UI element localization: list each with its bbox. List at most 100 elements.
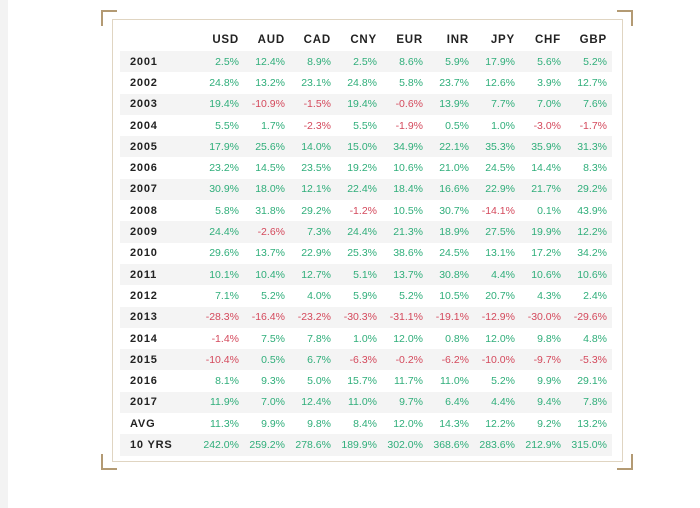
row-label: 2013 — [120, 306, 198, 328]
table-row: 2001 2.5% 12.4% 8.9% 2.5% 8.6% 5.9% 17.9% 5.6% 5.… — [120, 51, 612, 73]
value-cell-usd: 24.8% — [209, 76, 239, 89]
table-row: AVG 11.3% 9.9% 9.8% 8.4% 12.0% 14.3% 12.2% 9.2% 1… — [120, 413, 612, 434]
value-cell-gbp: 29.2% — [566, 178, 612, 201]
value-cell-eur: -31.1% — [382, 306, 428, 328]
value-cell-cad: 23.5% — [301, 162, 331, 175]
row-label: 2006 — [130, 162, 158, 175]
value-cell-cny: -30.3% — [336, 306, 382, 328]
col-header-cny: CNY — [350, 33, 377, 46]
value-cell-cad: -2.3% — [303, 119, 331, 132]
value-cell-cad: 9.8% — [307, 417, 331, 430]
value-cell-cny: -1.2% — [349, 204, 377, 217]
value-cell-aud: 31.8% — [255, 204, 285, 217]
value-cell-usd: 29.6% — [209, 247, 239, 260]
value-cell-inr: 368.6% — [428, 434, 474, 456]
value-cell-inr: 10.5% — [439, 289, 469, 302]
value-cell-inr: 14.3% — [439, 417, 469, 430]
value-cell-jpy: 7.7% — [474, 93, 520, 115]
value-cell-chf: 35.9% — [520, 136, 566, 158]
value-cell-gbp: 315.0% — [566, 434, 612, 456]
table-frame-border — [112, 19, 623, 462]
value-cell-chf: 9.4% — [520, 391, 566, 414]
value-cell-cad: 7.3% — [290, 221, 336, 243]
value-cell-usd: 5.5% — [215, 119, 239, 132]
value-cell-inr: 21.0% — [439, 162, 469, 175]
value-cell-eur: 18.4% — [382, 178, 428, 201]
value-cell-cny: -6.3% — [336, 349, 382, 371]
value-cell-inr: 16.6% — [428, 178, 474, 201]
value-cell-usd: 5.8% — [215, 204, 239, 217]
value-cell-usd: -1.4% — [211, 332, 239, 345]
value-cell-chf: 5.6% — [520, 51, 566, 73]
value-cell-jpy: -10.0% — [474, 349, 520, 371]
value-cell-chf: 10.6% — [520, 263, 566, 286]
value-cell-gbp: -5.3% — [566, 349, 612, 371]
value-cell-inr: 24.5% — [439, 247, 469, 260]
value-cell-usd: 19.4% — [198, 93, 244, 115]
table-row: 10 YRS 242.0% 259.2% 278.6% 189.9% 302.0% 368.… — [120, 434, 612, 456]
value-cell-eur: 38.6% — [393, 247, 423, 260]
value-cell-cny: 11.0% — [336, 391, 382, 414]
value-cell-eur: 9.7% — [382, 391, 428, 414]
value-cell-aud: 10.4% — [244, 263, 290, 286]
value-cell-usd: 11.9% — [198, 391, 244, 414]
value-cell-aud: 13.7% — [255, 247, 285, 260]
value-cell-eur: 8.6% — [382, 51, 428, 73]
value-cell-inr: 0.5% — [445, 119, 469, 132]
row-label: 10 YRS — [120, 434, 198, 456]
page-left-edge — [0, 0, 8, 508]
table-row: 2015 -10.4% 0.5% 6.7% -6.3% -0.2% -6.2% -10.0% -… — [120, 349, 612, 371]
value-cell-jpy: 5.2% — [491, 375, 515, 388]
value-cell-chf: 9.9% — [537, 375, 561, 388]
value-cell-aud: 25.6% — [244, 136, 290, 158]
value-cell-chf: 9.8% — [537, 332, 561, 345]
value-cell-gbp: 5.2% — [566, 51, 612, 73]
value-cell-usd: 8.1% — [215, 375, 239, 388]
value-cell-eur: 10.6% — [393, 162, 423, 175]
table-row: 2010 29.6% 13.7% 22.9% 25.3% 38.6% 24.5% 13.1% 1… — [120, 243, 612, 264]
value-cell-cad: 12.1% — [290, 178, 336, 201]
row-label: 2008 — [130, 204, 158, 217]
value-cell-inr: -6.2% — [428, 349, 474, 371]
value-cell-inr: -19.1% — [428, 306, 474, 328]
value-cell-cad: -1.5% — [290, 93, 336, 115]
value-cell-inr: 11.0% — [440, 375, 469, 388]
value-cell-jpy: 1.0% — [491, 119, 515, 132]
value-cell-chf: -30.0% — [520, 306, 566, 328]
row-label: 2016 — [130, 375, 158, 388]
value-cell-aud: 12.4% — [244, 51, 290, 73]
value-cell-chf: 19.9% — [520, 221, 566, 243]
currency-returns-table: USD AUD CAD CNY EUR INR JPY CHF GBP 2001… — [120, 28, 612, 456]
value-cell-cad: 29.2% — [301, 204, 331, 217]
value-cell-aud: 1.7% — [261, 119, 285, 132]
row-label: 2015 — [120, 349, 198, 371]
table-row: 2004 5.5% 1.7% -2.3% 5.5% -1.9% 0.5% 1.0% -3.0% -… — [120, 115, 612, 136]
row-label: 2010 — [130, 247, 158, 260]
value-cell-gbp: 8.3% — [583, 162, 607, 175]
value-cell-inr: 6.4% — [428, 391, 474, 414]
table-row: 2012 7.1% 5.2% 4.0% 5.9% 5.2% 10.5% 20.7% 4.3% 2.… — [120, 285, 612, 306]
value-cell-chf: 0.1% — [537, 204, 561, 217]
value-cell-gbp: 2.4% — [583, 289, 607, 302]
value-cell-eur: -0.6% — [382, 93, 428, 115]
row-label: 2004 — [130, 119, 158, 132]
value-cell-inr: 13.9% — [428, 93, 474, 115]
value-cell-gbp: 13.2% — [577, 417, 607, 430]
value-cell-eur: 302.0% — [382, 434, 428, 456]
value-cell-aud: 18.0% — [244, 178, 290, 201]
value-cell-cad: 7.8% — [307, 332, 331, 345]
value-cell-eur: 13.7% — [382, 263, 428, 286]
header-row: USD AUD CAD CNY EUR INR JPY CHF GBP — [120, 28, 612, 51]
value-cell-chf: 17.2% — [531, 247, 561, 260]
value-cell-cad: 14.0% — [290, 136, 336, 158]
value-cell-gbp: 7.8% — [566, 391, 612, 414]
value-cell-cad: 12.7% — [290, 263, 336, 286]
value-cell-aud: 14.5% — [255, 162, 285, 175]
value-cell-eur: 10.5% — [393, 204, 423, 217]
value-cell-chf: 3.9% — [537, 76, 561, 89]
value-cell-jpy: 12.2% — [485, 417, 515, 430]
value-cell-eur: 12.0% — [393, 332, 423, 345]
value-cell-chf: 9.2% — [537, 417, 561, 430]
value-cell-eur: 21.3% — [382, 221, 428, 243]
value-cell-inr: 18.9% — [428, 221, 474, 243]
